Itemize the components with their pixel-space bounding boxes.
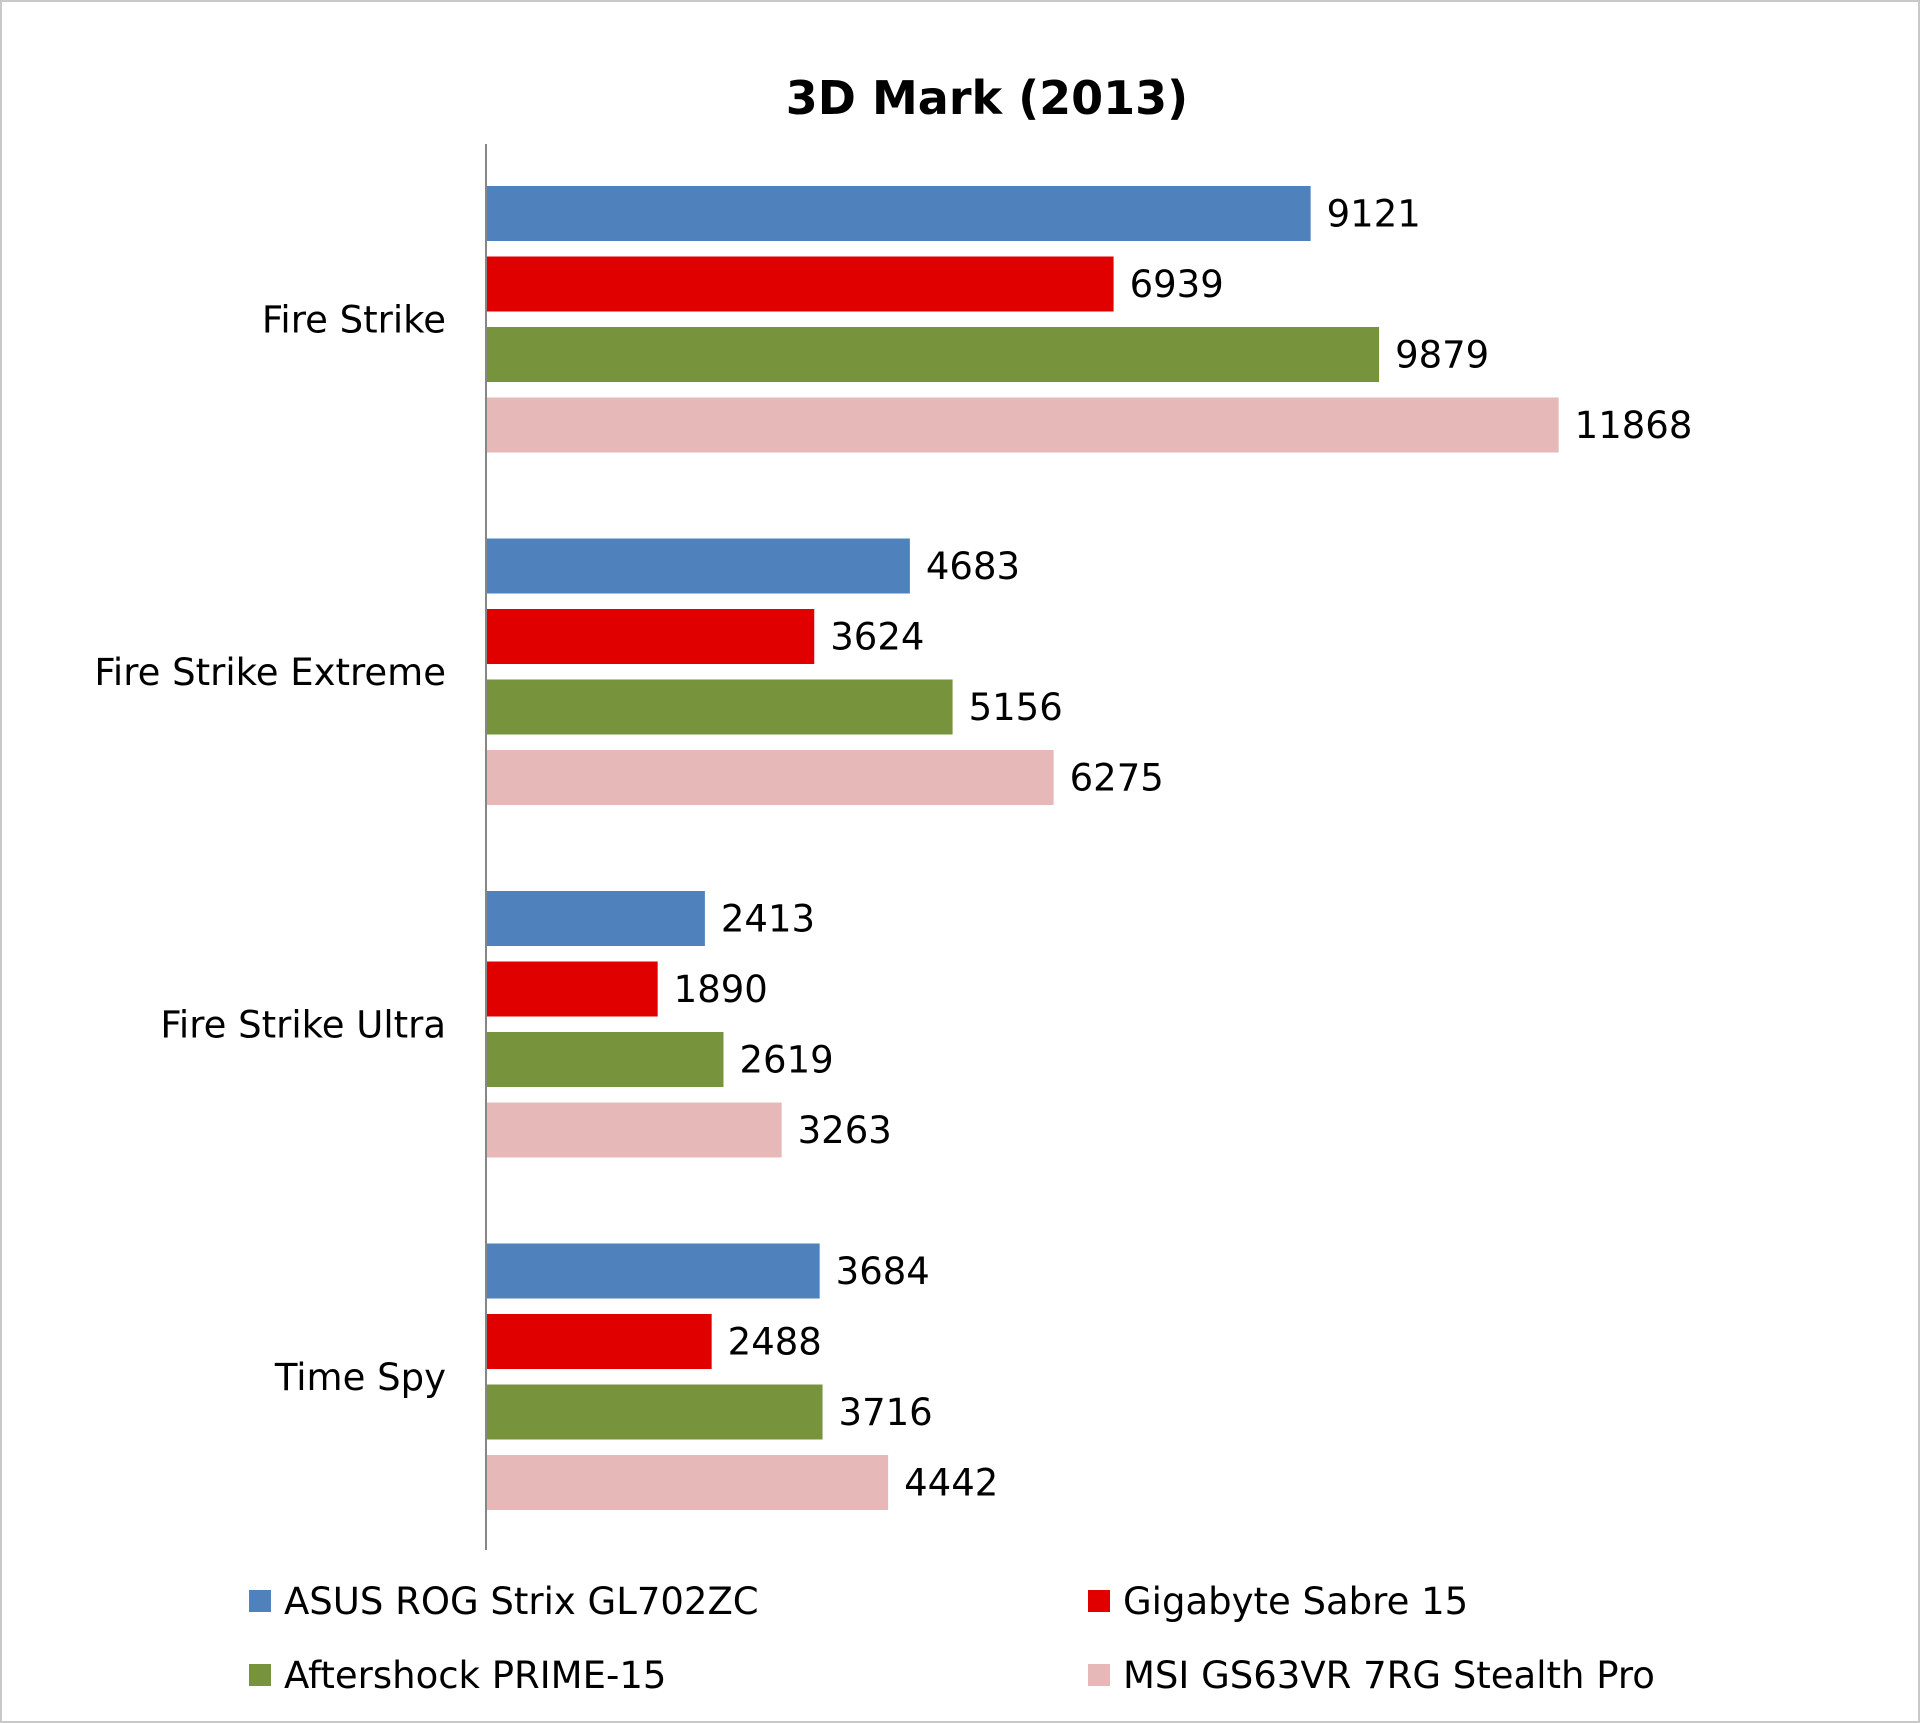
data-label-time-spy-gigabyte-sabre-15: 2488 (728, 1321, 822, 1364)
legend-swatch-gigabyte-sabre-15 (1088, 1590, 1110, 1612)
data-label-fire-strike-extreme-aftershock-prime-15: 5156 (969, 686, 1063, 729)
bar-fire-strike-ultra-msi-gs63vr-7rg-stealth-pro (487, 1102, 782, 1158)
bar-fire-strike-ultra-aftershock-prime-15 (487, 1032, 724, 1087)
bar-fire-strike-msi-gs63vr-7rg-stealth-pro (487, 397, 1559, 453)
data-label-fire-strike-ultra-asus-rog-strix-gl702zc: 2413 (721, 898, 815, 941)
legend-swatch-aftershock-prime-15 (249, 1664, 271, 1686)
data-label-fire-strike-aftershock-prime-15: 9879 (1395, 334, 1489, 377)
bar-fire-strike-extreme-msi-gs63vr-7rg-stealth-pro (487, 750, 1054, 805)
legend-label-aftershock-prime-15: Aftershock PRIME-15 (284, 1654, 666, 1697)
bar-time-spy-msi-gs63vr-7rg-stealth-pro (487, 1455, 889, 1510)
bar-fire-strike-extreme-aftershock-prime-15 (487, 679, 953, 735)
bar-fire-strike-ultra-asus-rog-strix-gl702zc (487, 891, 705, 946)
legend-swatch-msi-gs63vr-7rg-stealth-pro (1088, 1664, 1110, 1686)
legend-label-gigabyte-sabre-15: Gigabyte Sabre 15 (1123, 1580, 1468, 1623)
bar-fire-strike-asus-rog-strix-gl702zc (487, 186, 1311, 241)
data-label-fire-strike-extreme-gigabyte-sabre-15: 3624 (830, 616, 924, 659)
category-label-fire-strike-extreme: Fire Strike Extreme (94, 651, 446, 694)
legend: ASUS ROG Strix GL702ZC Gigabyte Sabre 15 A… (249, 1580, 1655, 1697)
bar-time-spy-asus-rog-strix-gl702zc (487, 1243, 820, 1299)
data-label-fire-strike-asus-rog-strix-gl702zc: 9121 (1327, 193, 1421, 236)
bar-fire-strike-extreme-gigabyte-sabre-15 (487, 609, 815, 664)
plot-area: Fire Strike 9121 6939 9879 11868 Fire Strike … (94, 144, 1692, 1550)
data-label-time-spy-aftershock-prime-15: 3716 (839, 1391, 933, 1434)
legend-label-msi-gs63vr-7rg-stealth-pro: MSI GS63VR 7RG Stealth Pro (1123, 1654, 1655, 1697)
data-label-time-spy-msi-gs63vr-7rg-stealth-pro: 4442 (904, 1462, 998, 1505)
bar-fire-strike-ultra-gigabyte-sabre-15 (487, 961, 658, 1017)
data-label-fire-strike-extreme-msi-gs63vr-7rg-stealth-pro: 6275 (1070, 757, 1164, 800)
category-label-fire-strike: Fire Strike (262, 298, 446, 341)
data-label-fire-strike-extreme-asus-rog-strix-gl702zc: 4683 (926, 545, 1020, 588)
legend-label-asus-rog-strix-gl702zc: ASUS ROG Strix GL702ZC (284, 1580, 759, 1623)
data-label-fire-strike-ultra-gigabyte-sabre-15: 1890 (674, 968, 768, 1011)
category-label-fire-strike-ultra: Fire Strike Ultra (160, 1003, 446, 1046)
data-label-fire-strike-msi-gs63vr-7rg-stealth-pro: 11868 (1575, 404, 1693, 447)
bar-time-spy-aftershock-prime-15 (487, 1384, 823, 1440)
data-label-fire-strike-ultra-aftershock-prime-15: 2619 (739, 1039, 833, 1082)
legend-swatch-asus-rog-strix-gl702zc (249, 1590, 271, 1612)
data-label-time-spy-asus-rog-strix-gl702zc: 3684 (836, 1250, 930, 1293)
bar-fire-strike-extreme-asus-rog-strix-gl702zc (487, 538, 910, 594)
bar-fire-strike-gigabyte-sabre-15 (487, 256, 1114, 312)
chart-title: 3D Mark (2013) (786, 71, 1188, 125)
category-label-time-spy: Time Spy (274, 1356, 446, 1399)
data-label-fire-strike-ultra-msi-gs63vr-7rg-stealth-pro: 3263 (798, 1109, 892, 1152)
bar-fire-strike-aftershock-prime-15 (487, 327, 1380, 382)
bar-time-spy-gigabyte-sabre-15 (487, 1314, 712, 1369)
data-label-fire-strike-gigabyte-sabre-15: 6939 (1130, 263, 1224, 306)
